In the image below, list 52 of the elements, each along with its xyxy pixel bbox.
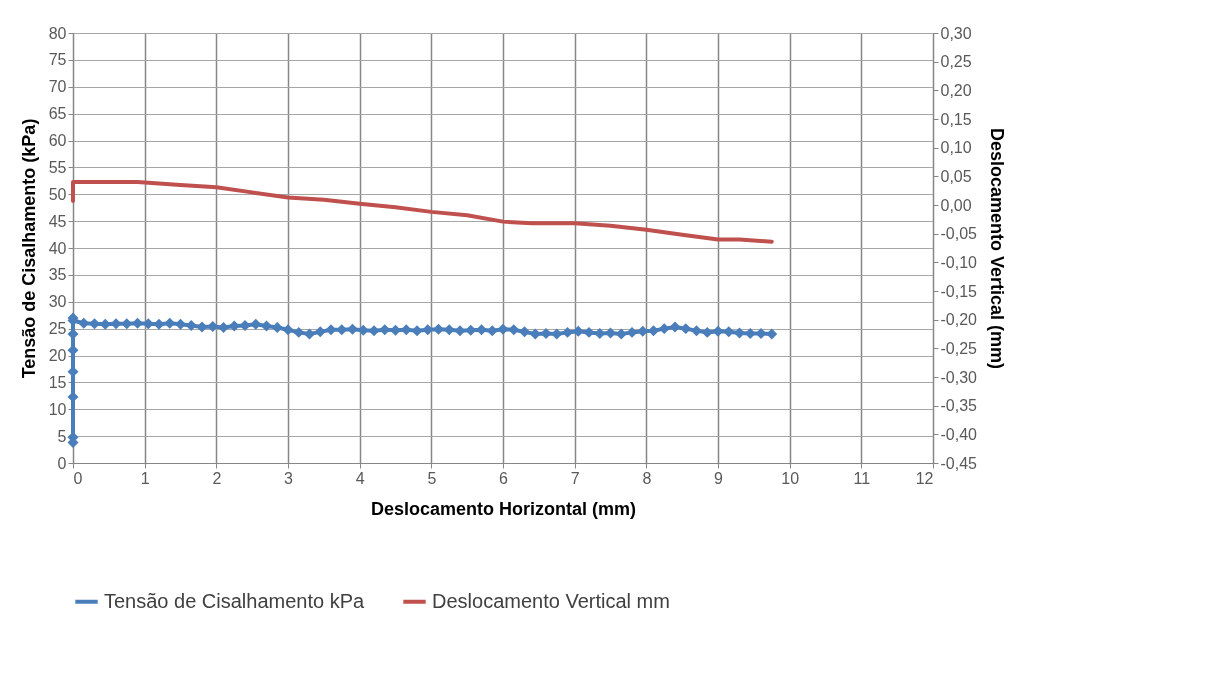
y-tick-label: 45 <box>48 212 67 230</box>
y2-tick-label: 0,15 <box>940 110 972 128</box>
y2-tick-label: 0,20 <box>940 81 972 99</box>
x-tick-label: 6 <box>499 469 509 487</box>
y-tick-label: 60 <box>48 132 67 149</box>
y-tick-label: 15 <box>48 373 67 391</box>
x-tick-label: 7 <box>570 469 580 487</box>
y2-tick-label: 0,25 <box>940 53 972 71</box>
x-tick-label: 10 <box>781 469 800 487</box>
y-tick-label: 50 <box>48 185 67 203</box>
x-tick-label: 1 <box>140 469 150 487</box>
y2-tick-label: -0,45 <box>940 454 978 472</box>
y-tick-label: 55 <box>48 158 67 176</box>
y-tick-label: 30 <box>48 293 67 311</box>
y-tick-label: 75 <box>48 51 67 69</box>
legend-label: Deslocamento Vertical mm <box>432 589 670 612</box>
y-tick-label: 65 <box>48 105 67 123</box>
x-axis-title: Deslocamento Horizontal (mm) <box>370 498 637 519</box>
x-tick-label: 12 <box>915 469 934 487</box>
y-tick-label: 40 <box>48 239 67 257</box>
x-tick-label: 2 <box>212 469 222 487</box>
y2-tick-label: 0,05 <box>940 167 972 185</box>
x-tick-label: 3 <box>284 469 294 487</box>
x-tick-label: 9 <box>714 469 724 487</box>
y2-tick-label: -0,10 <box>940 253 978 271</box>
y-tick-label: 80 <box>48 24 67 42</box>
y-tick-label: 70 <box>48 78 67 96</box>
y2-tick-label: -0,30 <box>940 368 978 386</box>
x-tick-label: 4 <box>355 469 365 487</box>
x-tick-label: 8 <box>642 469 652 487</box>
y-tick-label: 25 <box>48 320 67 338</box>
y-tick-label: 0 <box>57 454 67 472</box>
y-tick-label: 10 <box>48 400 67 418</box>
y2-tick-label: 0,10 <box>940 139 972 157</box>
y2-tick-label: -0,15 <box>940 282 978 300</box>
legend-label: Tensão de Cisalhamento kPa <box>104 589 366 612</box>
x-tick-label: 11 <box>853 469 871 487</box>
y-tick-label: 5 <box>57 427 67 445</box>
y-tick-label: 20 <box>48 347 67 364</box>
y-axis-title: Tensão de Cisalhamento (kPa) <box>18 118 39 379</box>
x-tick-label: 0 <box>73 469 83 487</box>
y2-tick-label: -0,35 <box>940 397 978 415</box>
y2-tick-label: -0,05 <box>940 225 978 243</box>
y2-axis-title: Deslocamento Vertical (mm) <box>986 127 1007 370</box>
y2-tick-label: -0,40 <box>940 425 978 443</box>
y2-tick-label: -0,20 <box>940 311 978 329</box>
y2-tick-label: 0,30 <box>940 24 972 42</box>
y2-tick-label: 0,00 <box>940 196 972 214</box>
x-tick-label: 5 <box>427 469 437 487</box>
y-tick-label: 35 <box>48 266 67 284</box>
line-series <box>71 180 774 244</box>
y2-tick-label: -0,25 <box>940 339 978 357</box>
